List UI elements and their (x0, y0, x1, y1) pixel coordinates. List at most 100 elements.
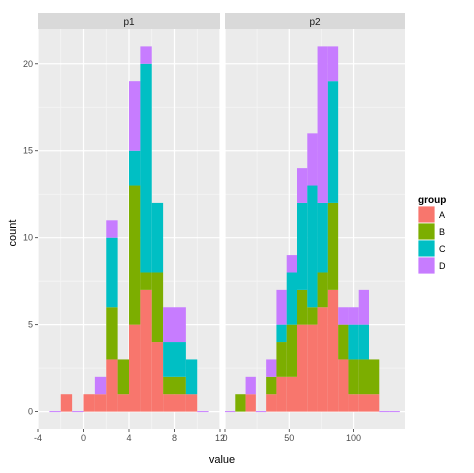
legend-label-A: A (439, 210, 445, 220)
bar-p1-A (140, 289, 152, 412)
bar-p2-A (369, 394, 380, 412)
bar-p1-D (106, 220, 118, 238)
bar-p1-B (163, 376, 175, 395)
bar-p2-B (276, 342, 287, 377)
x-tick-label: 50 (284, 433, 294, 443)
bar-p1-C (140, 63, 152, 273)
bar-p2-B (369, 359, 380, 395)
bar-p2-D (286, 255, 297, 273)
y-axis: 0 5 10 15 20 (23, 59, 38, 417)
bar-p1-C (163, 342, 175, 377)
bar-p1-D (163, 307, 175, 343)
bar-p1-B (151, 272, 164, 343)
x-tick-label: 0 (81, 433, 86, 443)
legend-key-B (417, 222, 436, 241)
x-tick-label: -4 (34, 433, 42, 443)
bar-p2-D (317, 46, 328, 203)
bar-p1-C (185, 359, 198, 395)
bar-p2-B (338, 324, 349, 360)
bar-p1-D (140, 46, 152, 64)
bar-p2-B (297, 289, 308, 325)
bar-p1-B (140, 272, 152, 290)
bar-p1-A (185, 394, 198, 412)
bar-p2-A (307, 324, 318, 412)
bar-p2-B (348, 359, 359, 395)
legend-label-C: C (439, 244, 446, 254)
bar-p2-B (327, 202, 339, 290)
x-axis-title: value (209, 454, 235, 466)
bar-p1-D (94, 376, 107, 395)
bar-p1-B (174, 376, 186, 395)
legend-label-B: B (439, 227, 445, 237)
bar-p1-B (106, 307, 118, 360)
bar-p2-B (307, 307, 318, 325)
bar-p2-C (286, 272, 297, 325)
bar-p2-A (266, 394, 277, 412)
facet-panel-p2: p2 0 50 100 (222, 13, 405, 443)
legend-key-D (417, 256, 436, 275)
bar-p2-A (338, 359, 349, 412)
bar-p1-C (106, 237, 118, 308)
bar-p2-C (358, 324, 369, 360)
y-tick-label: 5 (28, 320, 33, 330)
bar-p1-A (83, 394, 95, 412)
bar-p2-A (245, 394, 256, 412)
legend-label-D: D (439, 261, 446, 271)
bar-p2-C (327, 81, 339, 203)
bar-p2-A (327, 289, 339, 412)
bar-p2-B (317, 272, 328, 308)
bar-p2-A (276, 376, 287, 412)
bar-p2-A (317, 307, 328, 412)
bar-p2-C (307, 185, 318, 308)
y-axis-title: count (7, 220, 19, 247)
facet-panel-p1: p1 -4 0 4 8 12 (34, 13, 225, 443)
bar-p1-A (129, 324, 141, 412)
bar-p1-A (174, 394, 186, 412)
bar-p2-A (358, 394, 369, 412)
bar-p1-A (151, 342, 164, 412)
y-tick-label: 20 (23, 59, 33, 69)
x-tick-label: 100 (346, 433, 361, 443)
x-tick-label: 12 (215, 433, 225, 443)
bar-p2-D (348, 307, 359, 325)
bar-p2-D (276, 289, 287, 325)
bar-p2-C (276, 324, 287, 343)
bar-p1-B (117, 359, 129, 395)
bar-p2-A (286, 376, 297, 412)
bar-p1-A (60, 394, 73, 412)
bar-p1-A (117, 394, 129, 412)
bar-p1-A (163, 394, 175, 412)
bar-p2-B (358, 359, 369, 395)
legend-key-A (417, 205, 436, 224)
bar-p2-D (245, 376, 256, 395)
bar-p2-D (338, 307, 349, 325)
bar-p1-C (129, 150, 141, 186)
bar-p1-B (129, 185, 141, 325)
bar-p1-A (106, 359, 118, 412)
bar-p2-D (297, 168, 308, 203)
bar-p2-D (266, 359, 277, 377)
y-tick-label: 15 (23, 146, 33, 156)
bar-p1-A (94, 394, 107, 412)
strip-p1 (38, 13, 220, 29)
legend-key-C (417, 239, 436, 258)
strip-label: p2 (309, 17, 321, 28)
legend-title: group (418, 195, 446, 206)
bar-p2-C (348, 324, 359, 360)
bar-p1-D (174, 307, 186, 343)
strip-label: p1 (123, 17, 135, 28)
bar-p2-D (358, 289, 369, 325)
bar-p2-B (266, 376, 277, 395)
bar-p2-B (286, 324, 297, 377)
x-tick-label: 0 (222, 433, 227, 443)
bar-p2-A (297, 324, 308, 412)
x-tick-label: 4 (126, 433, 131, 443)
strip-p2 (225, 13, 405, 29)
bar-p2-A (348, 394, 359, 412)
bar-p1-C (174, 342, 186, 377)
bar-p2-D (327, 46, 339, 82)
bar-p2-C (317, 202, 328, 273)
bar-p2-C (297, 202, 308, 290)
